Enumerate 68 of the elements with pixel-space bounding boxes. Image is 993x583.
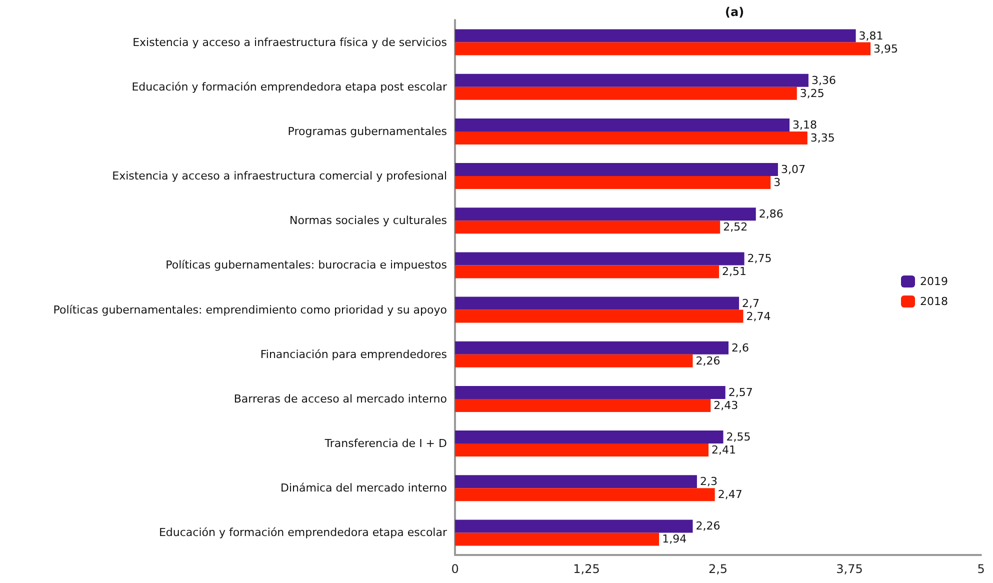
x-tick-label: 1,25	[573, 562, 600, 576]
bar	[455, 208, 756, 221]
bar	[455, 296, 740, 310]
data-label: 2,47	[718, 488, 742, 502]
bar	[455, 42, 871, 56]
y-tick-label: Programas gubernamentales	[288, 124, 448, 138]
bar	[455, 74, 808, 87]
data-label: 3,95	[874, 42, 898, 56]
bar	[455, 354, 693, 368]
x-tick-label: 0	[451, 562, 459, 576]
y-tick-label: Existencia y acceso a infraestructura comercial y profesional	[112, 170, 447, 183]
data-label: 2,75	[747, 252, 772, 266]
bar	[455, 310, 744, 323]
legend-label: 2018	[920, 295, 948, 308]
bar	[455, 118, 790, 132]
data-label: 2,57	[728, 386, 753, 399]
data-label: 2,26	[696, 354, 720, 368]
data-label: 2,3	[700, 475, 718, 488]
data-label: 2,43	[714, 398, 738, 412]
data-label: 2,26	[696, 520, 720, 533]
y-tick-label: Financiación para emprendedores	[260, 348, 448, 361]
data-label: 3,35	[810, 131, 835, 144]
bar	[455, 163, 778, 176]
data-label: 3,36	[811, 74, 836, 87]
y-tick-label: Políticas gubernamentales: burocracia e impuestos	[166, 258, 448, 272]
data-label: 3,81	[858, 29, 884, 42]
bar	[455, 252, 744, 266]
bar	[455, 86, 797, 100]
data-label: 2,86	[758, 208, 784, 221]
x-tick-label: 2,5	[708, 562, 728, 576]
bar	[455, 398, 711, 412]
chart-title: (a)	[725, 5, 744, 19]
bar	[455, 265, 720, 278]
y-tick-label: Dinámica del mercado interno	[280, 482, 448, 495]
y-tick-label: Existencia y acceso a infraestructura física y de servicios	[132, 36, 448, 49]
bar	[455, 430, 724, 444]
y-tick-label: Políticas gubernamentales: emprendimiento como prioridad y su apoyo	[53, 303, 448, 316]
data-label: 2,41	[712, 444, 736, 457]
bar	[455, 488, 715, 502]
data-label: 2,51	[722, 265, 747, 278]
bar	[455, 520, 693, 533]
data-label: 3,25	[800, 86, 824, 100]
data-label: 2,55	[726, 430, 751, 444]
y-tick-label: Barreras de acceso al mercado interno	[234, 392, 448, 406]
y-tick-label: Transferencia de I + D	[324, 437, 447, 450]
data-label: 3,07	[780, 163, 806, 176]
bar	[455, 220, 720, 234]
bar	[455, 444, 709, 457]
bar	[455, 532, 660, 546]
bar	[455, 29, 856, 42]
bar	[455, 475, 697, 488]
bar	[455, 386, 726, 399]
legend-label: 2019	[920, 275, 948, 288]
data-label: 2,6	[732, 341, 750, 354]
data-label: 3,18	[792, 118, 818, 132]
bar	[455, 176, 771, 190]
bar	[455, 341, 729, 354]
bar	[455, 131, 808, 144]
x-tick-label: 5	[977, 562, 985, 576]
y-tick-label: Normas sociales y culturales	[289, 214, 448, 228]
data-label: 2,74	[746, 310, 771, 323]
data-label: 3	[774, 176, 781, 190]
data-label: 2,7	[742, 296, 760, 310]
y-tick-label: Educación y formación emprendedora etapa post escolar	[132, 80, 448, 94]
data-label: 1,94	[662, 532, 687, 546]
x-tick-label: 3,75	[836, 562, 863, 576]
data-label: 2,52	[723, 220, 748, 234]
y-tick-label: Educación y formación emprendedora etapa escolar	[158, 526, 448, 540]
